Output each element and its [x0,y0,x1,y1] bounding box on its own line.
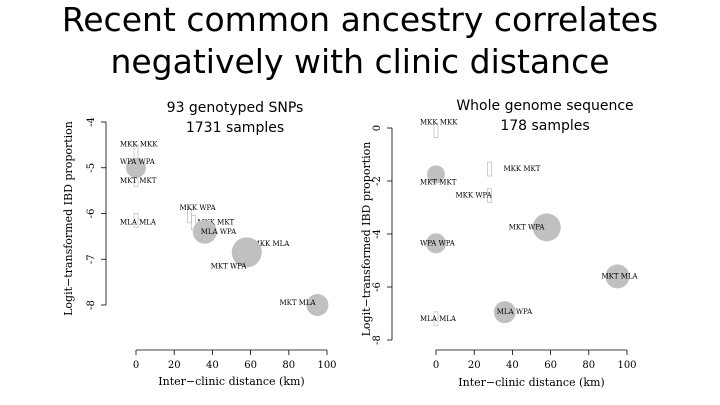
left-point-label: WPA WPA [120,158,156,166]
right-point [532,213,561,242]
left-x-tick-label: 60 [244,360,257,371]
slide-title-line-1: Recent common ancestry correlates [61,0,659,39]
right-point [605,264,630,289]
right-point-label: MKK MKK [420,119,458,127]
left-y-tick-label: -5 [86,163,97,173]
left-x-tick-label: 20 [168,360,181,371]
left-point-label: MKK WPA [179,204,216,212]
chart-left-title: 93 genotyped SNPs 1731 samples [140,98,330,138]
left-point [192,219,217,244]
right-y-tick-label: 0 [372,125,383,131]
right-point-label: WPA WPA [420,239,456,247]
left-point [126,157,146,178]
chart-right-title: Whole genome sequence 178 samples [445,96,645,136]
left-y-axis-label: Logit−transformed IBD proportion [62,121,75,316]
left-point-label: MKT MKT [120,177,157,185]
right-y-tick-label: -2 [372,176,383,186]
right-point-label: MKT MLA [601,272,638,280]
right-y-tick-label: -6 [372,282,383,292]
chart-left-title-line-1: 93 genotyped SNPs [166,100,304,116]
chart-right-title-line-1: Whole genome sequence [456,98,634,114]
right-x-tick-label: 40 [506,360,519,371]
right-x-tick-label: 60 [544,360,557,371]
chart-left-title-line-2: 1731 samples [185,120,285,136]
left-x-tick-label: 100 [317,360,336,371]
right-y-tick-label: -8 [372,335,383,345]
right-point-label: MKT WPA [509,223,546,231]
left-point-marker [133,171,139,187]
left-y-tick-label: -6 [86,209,97,219]
left-y-tick-label: -4 [86,117,97,127]
right-x-axis-label: Inter−clinic distance (km) [458,376,604,389]
right-x-tick-label: 100 [617,360,636,371]
left-x-tick-label: 40 [206,360,219,371]
left-y-tick-label: -8 [86,300,97,310]
right-point-label: MKK MKT [503,165,540,173]
right-point-marker [433,123,439,139]
right-y-tick-label: -4 [372,229,383,239]
right-x-tick-label: 0 [433,360,439,371]
left-point-marker [133,213,139,228]
left-x-tick-label: 0 [133,360,139,371]
right-point-label: MLA WPA [497,308,533,316]
left-point-label: MLA MLA [120,218,157,226]
left-y-tick-label: -7 [86,254,97,264]
left-point [231,237,262,268]
chart-right-title-line-2: 178 samples [500,118,590,134]
right-x-tick-label: 20 [468,360,481,371]
left-point-label: MKK MLA [253,240,291,248]
right-point-marker [433,311,439,327]
right-point [427,165,445,184]
right-point-label: MKK WPA [455,192,492,200]
right-y-axis-label: Logit−transformed IBD proportion [360,142,373,337]
left-x-axis-label: Inter−clinic distance (km) [158,375,304,388]
right-point-marker [487,188,492,203]
left-point-label: MKT WPA [211,262,248,270]
left-point-label: MKK MKT [197,219,234,227]
left-x-tick-label: 80 [282,360,295,371]
right-point-label: MKT MKT [420,178,457,186]
left-point-label: MLA WPA [201,228,237,236]
right-point [493,301,516,324]
right-point-label: MLA MLA [420,315,457,323]
right-point-marker [487,161,492,177]
right-x-tick-label: 80 [582,360,595,371]
slide-title-line-2: negatively with clinic distance [110,42,610,81]
left-point-label: MKK MKK [120,141,158,149]
left-point-label: MKT MLA [279,299,316,307]
right-point [426,233,446,254]
left-point [306,294,329,316]
